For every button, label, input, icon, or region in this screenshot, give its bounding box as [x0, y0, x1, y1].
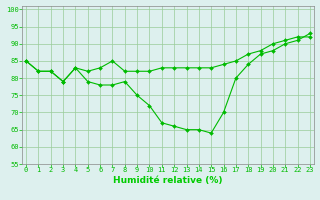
X-axis label: Humidité relative (%): Humidité relative (%) — [113, 176, 223, 185]
